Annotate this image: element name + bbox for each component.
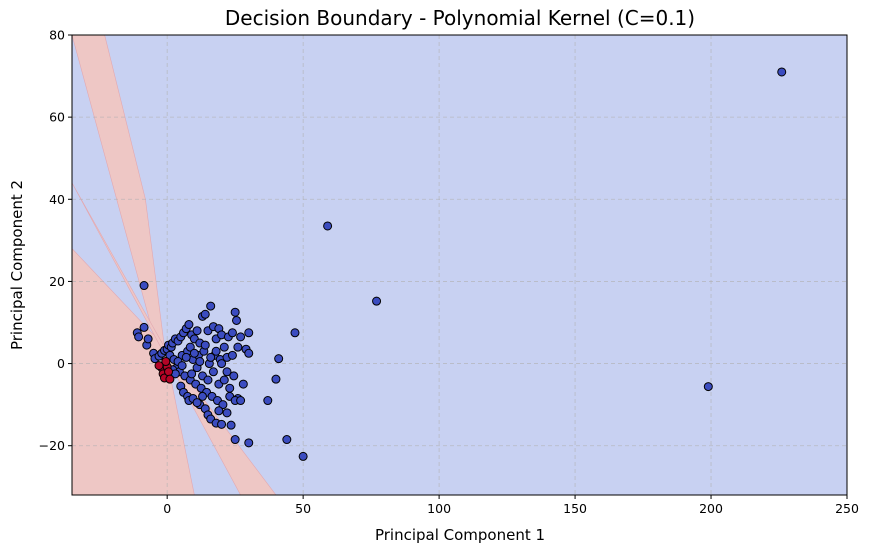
point-class-1-5 — [165, 374, 175, 384]
point-class-0-86 — [214, 406, 224, 416]
point-class-0-50 — [206, 301, 216, 311]
x-tick-label-5: 250 — [835, 501, 859, 516]
y-tick-label-1: 0 — [57, 356, 65, 371]
point-class-0-77 — [222, 408, 232, 418]
point-class-0-75 — [271, 374, 281, 384]
point-class-0-6 — [290, 328, 300, 338]
point-class-0-70 — [238, 379, 248, 389]
point-class-0-2 — [372, 296, 382, 306]
point-class-0-65 — [229, 371, 239, 381]
y-axis-label: Principal Component 2 — [8, 180, 26, 350]
x-tick-label-3: 150 — [563, 501, 587, 516]
point-class-0-110 — [211, 346, 221, 356]
y-tick-label-2: 20 — [49, 274, 65, 289]
point-class-1-4 — [164, 367, 174, 377]
point-class-0-87 — [217, 419, 227, 429]
point-class-0-98 — [177, 361, 187, 371]
point-class-0-60 — [219, 342, 229, 352]
point-class-0-108 — [206, 352, 216, 362]
point-class-0-34 — [184, 320, 194, 330]
point-class-0-93 — [192, 398, 202, 408]
point-class-0-66 — [230, 307, 240, 317]
point-class-0-0 — [777, 67, 787, 77]
point-class-0-9 — [134, 332, 144, 342]
point-class-0-64 — [227, 328, 237, 338]
point-class-0-67 — [232, 315, 242, 325]
point-class-0-10 — [139, 322, 149, 332]
y-axis-ticks: −20 0 20 40 60 80 — [39, 28, 72, 453]
point-class-0-73 — [244, 348, 254, 358]
x-tick-label-2: 100 — [427, 501, 451, 516]
point-class-0-80 — [244, 438, 254, 448]
point-class-0-116 — [227, 350, 237, 360]
point-class-0-12 — [143, 334, 153, 344]
plot-frame — [71, 34, 848, 496]
point-class-0-113 — [219, 375, 229, 385]
point-class-0-1 — [323, 221, 333, 231]
point-class-0-46 — [200, 309, 210, 319]
point-class-0-74 — [263, 396, 273, 406]
y-tick-label-5: 80 — [49, 28, 65, 43]
y-tick-label-4: 60 — [49, 110, 65, 125]
point-class-0-109 — [208, 367, 218, 377]
point-class-0-78 — [226, 420, 236, 430]
point-class-0-61 — [222, 367, 232, 377]
point-class-0-101 — [187, 369, 197, 379]
point-class-0-69 — [236, 332, 246, 342]
x-axis-ticks: 0 50 100 150 200 250 — [163, 495, 859, 516]
y-tick-label-3: 40 — [49, 192, 65, 207]
point-class-0-102 — [189, 348, 199, 358]
point-class-0-119 — [236, 396, 246, 406]
point-class-0-76 — [274, 354, 284, 364]
point-class-0-40 — [192, 326, 202, 336]
point-class-0-5 — [282, 435, 292, 445]
point-class-0-100 — [185, 342, 195, 352]
point-class-0-94 — [198, 391, 208, 401]
point-class-0-118 — [233, 342, 243, 352]
x-tick-label-0: 0 — [163, 501, 171, 516]
point-class-0-106 — [200, 340, 210, 350]
x-tick-label-4: 200 — [699, 501, 723, 516]
point-class-0-7 — [139, 281, 149, 291]
point-class-1-6 — [161, 357, 171, 367]
decision-region-class-0 — [72, 35, 847, 495]
point-class-0-99 — [181, 352, 191, 362]
point-class-0-79 — [230, 435, 240, 445]
plot-area — [72, 35, 847, 495]
point-class-0-107 — [203, 375, 213, 385]
y-tick-label-0: −20 — [39, 438, 65, 453]
point-class-0-63 — [225, 383, 235, 393]
scatter-points — [132, 67, 787, 461]
x-tick-label-1: 50 — [295, 501, 311, 516]
point-class-0-112 — [217, 359, 227, 369]
point-class-0-104 — [195, 357, 205, 367]
point-class-0-3 — [703, 382, 713, 392]
point-class-1-7 — [154, 361, 164, 371]
point-class-0-72 — [244, 328, 254, 338]
chart-title: Decision Boundary - Polynomial Kernel (C… — [225, 6, 695, 30]
point-class-0-4 — [298, 451, 308, 461]
point-class-0-59 — [218, 400, 228, 410]
x-axis-label: Principal Component 1 — [375, 526, 545, 544]
